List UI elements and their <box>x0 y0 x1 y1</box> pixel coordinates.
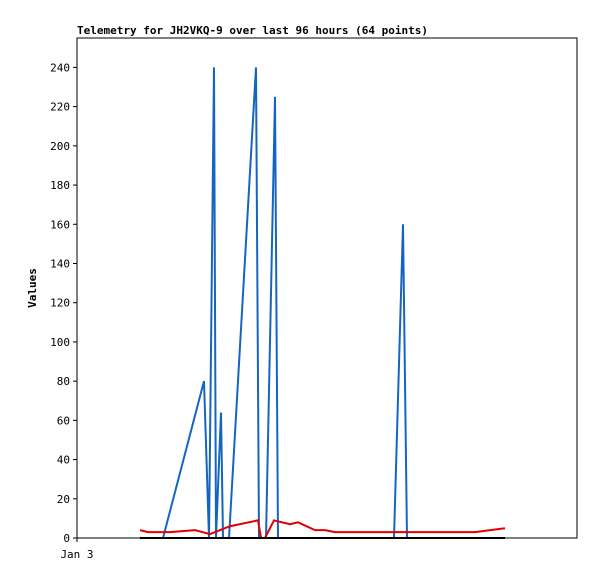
y-tick-label: 220 <box>50 101 70 114</box>
y-tick-label: 200 <box>50 140 70 153</box>
y-tick-label: 160 <box>50 218 70 231</box>
y-tick-label: 140 <box>50 257 70 270</box>
x-tick-label: Jan 3 <box>60 548 93 561</box>
y-tick-label: 0 <box>63 532 70 545</box>
y-tick-label: 80 <box>57 375 70 388</box>
series-line <box>162 67 505 539</box>
y-tick-label: 20 <box>57 493 70 506</box>
y-axis-label: Values <box>26 268 39 308</box>
y-tick-label: 100 <box>50 336 70 349</box>
y-tick-label: 40 <box>57 454 70 467</box>
y-tick-label: 120 <box>50 297 70 310</box>
y-tick-label: 240 <box>50 61 70 74</box>
y-tick-label: 60 <box>57 414 70 427</box>
y-tick-label: 180 <box>50 179 70 192</box>
plot-frame <box>76 37 578 539</box>
chart-title: Telemetry for JH2VKQ-9 over last 96 hour… <box>77 24 428 37</box>
series-line <box>139 519 506 539</box>
